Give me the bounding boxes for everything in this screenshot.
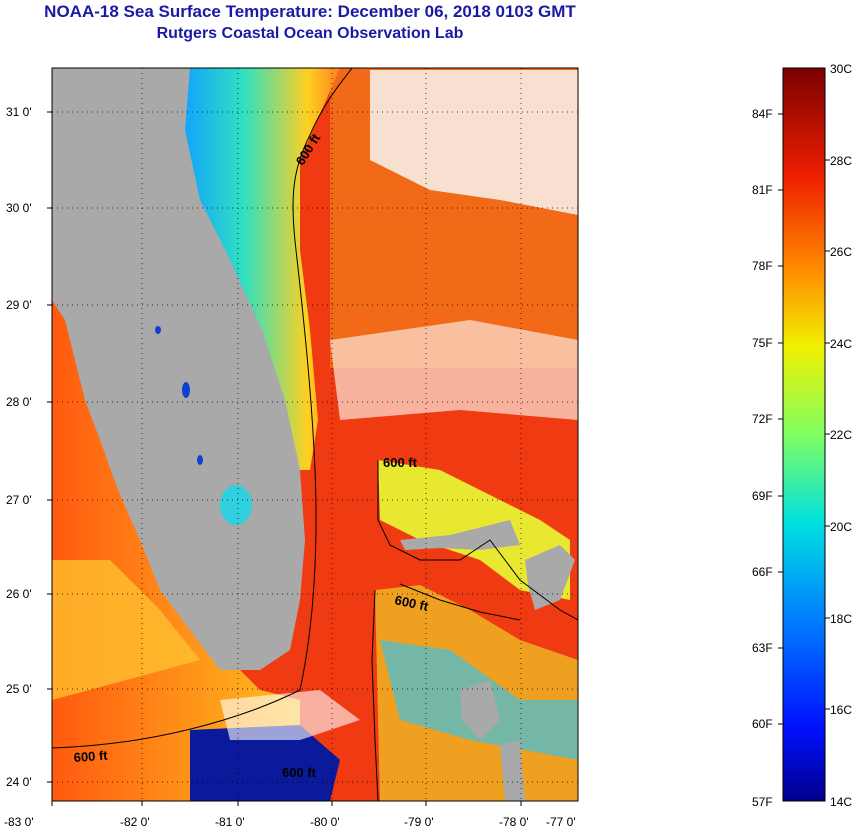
lat-tick-label: 29 0' xyxy=(6,298,32,312)
colorbar-gradient xyxy=(782,67,826,802)
lat-tick-label: 31 0' xyxy=(6,105,32,119)
lon-tick-label: -83 0' xyxy=(4,815,34,829)
lon-tick-label: -80 0' xyxy=(310,815,340,829)
colorbar-celsius-label: 22C xyxy=(830,428,852,442)
axis-ticks xyxy=(47,111,522,806)
contour-label-little-bahama: 600 ft xyxy=(383,455,418,470)
map-subtitle: Rutgers Coastal Ocean Observation Lab xyxy=(156,25,464,42)
lat-tick-label: 24 0' xyxy=(6,775,32,789)
east-coast-shelf-water xyxy=(180,68,340,470)
longitude-axis: -83 0' -82 0' -81 0' -80 0' -79 0' -78 0… xyxy=(4,815,576,829)
lon-tick-label: -82 0' xyxy=(120,815,150,829)
lat-tick-label: 25 0' xyxy=(6,682,32,696)
colorbar-celsius-label: 18C xyxy=(830,612,852,626)
colorbar-celsius-label: 20C xyxy=(830,520,852,534)
colorbar-fahrenheit-label: 75F xyxy=(752,336,773,350)
colorbar-fahrenheit-label: 66F xyxy=(752,565,773,579)
colorbar-celsius-label: 16C xyxy=(830,703,852,717)
sst-map-panel xyxy=(52,68,578,801)
temperature-colorbar: 30C 28C 26C 24C 22C 20C 18C 16C 14C 84F … xyxy=(752,62,852,809)
graticule-grid xyxy=(52,68,578,801)
lat-tick-label: 26 0' xyxy=(6,587,32,601)
colorbar-fahrenheit-label: 63F xyxy=(752,641,773,655)
isobath-600ft-florida xyxy=(52,68,353,749)
colorbar-fahrenheit-label: 78F xyxy=(752,259,773,273)
colorbar-fahrenheit-label: 72F xyxy=(752,412,773,426)
grand-bahama-island xyxy=(400,520,520,550)
cloud-cover-south xyxy=(220,690,360,740)
lat-tick-label: 28 0' xyxy=(6,395,32,409)
colorbar-celsius-label: 28C xyxy=(830,154,852,168)
colorbar-fahrenheit-label: 69F xyxy=(752,489,773,503)
isobath-600ft-little-bahama xyxy=(377,460,578,621)
colorbar-fahrenheit-label: 57F xyxy=(752,795,773,809)
colorbar-celsius-label: 30C xyxy=(830,62,852,76)
colorbar-fahrenheit-label: 60F xyxy=(752,717,773,731)
lat-tick-label: 27 0' xyxy=(6,493,32,507)
lon-tick-label: -78 0' xyxy=(499,815,529,829)
lon-tick-label: -81 0' xyxy=(215,815,245,829)
colorbar-celsius-label: 14C xyxy=(830,795,852,809)
latitude-axis: 31 0' 30 0' 29 0' 28 0' 27 0' 26 0' 25 0… xyxy=(6,105,32,789)
andros-island xyxy=(460,680,500,740)
lat-tick-label: 30 0' xyxy=(6,201,32,215)
isobath-600ft-great-bahama xyxy=(371,589,379,801)
contour-label-south: 600 ft xyxy=(282,765,317,780)
colorbar-celsius-label: 26C xyxy=(830,245,852,259)
lon-tick-label: -77 0' xyxy=(546,815,576,829)
cloud-cover-mid xyxy=(330,320,578,420)
contour-label-southwest: 600 ft xyxy=(73,748,109,765)
colorbar-celsius-label: 24C xyxy=(830,337,852,351)
contour-label-great-bahama: 600 ft xyxy=(393,592,430,614)
map-frame xyxy=(51,67,579,802)
map-title: NOAA-18 Sea Surface Temperature: Decembe… xyxy=(44,2,576,21)
lon-tick-label: -79 0' xyxy=(404,815,434,829)
lake-okeechobee xyxy=(220,485,252,525)
cloud-cover-north xyxy=(370,70,578,215)
colorbar-fahrenheit-label: 84F xyxy=(752,107,773,121)
colorbar-fahrenheit-label: 81F xyxy=(752,183,773,197)
